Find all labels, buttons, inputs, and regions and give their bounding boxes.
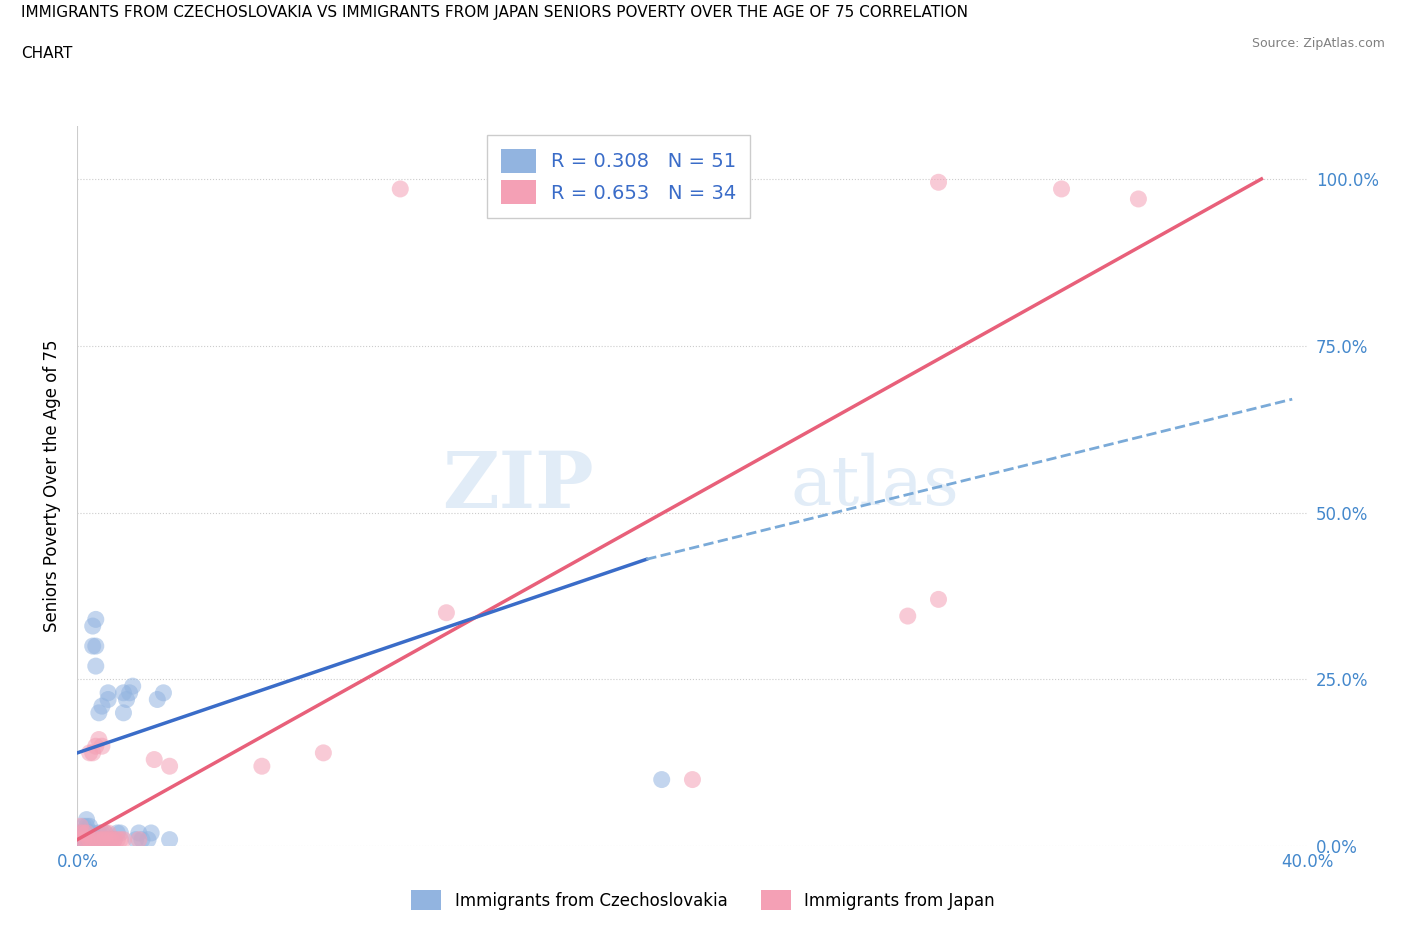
- Point: [82, 618, 104, 633]
- Point: [69, 835, 91, 850]
- Point: [1128, 192, 1150, 206]
- Point: [76, 832, 98, 847]
- Point: [72, 818, 94, 833]
- Point: [928, 591, 950, 606]
- Text: CHART: CHART: [21, 46, 73, 61]
- Point: [76, 835, 98, 850]
- Point: [72, 826, 94, 841]
- Point: [72, 826, 94, 841]
- Point: [110, 826, 132, 841]
- Point: [69, 826, 91, 841]
- Point: [94, 832, 117, 847]
- Point: [69, 829, 91, 844]
- Point: [143, 752, 166, 767]
- Point: [69, 832, 91, 847]
- Point: [97, 826, 120, 841]
- Point: [76, 832, 98, 847]
- Y-axis label: Seniors Poverty Over the Age of 75: Seniors Poverty Over the Age of 75: [44, 339, 62, 632]
- Point: [84, 658, 107, 673]
- Point: [121, 679, 143, 694]
- Text: atlas: atlas: [792, 453, 960, 519]
- Point: [76, 818, 98, 833]
- Point: [436, 605, 458, 620]
- Point: [79, 818, 101, 833]
- Point: [159, 759, 181, 774]
- Point: [128, 826, 150, 841]
- Point: [103, 832, 125, 847]
- Point: [141, 826, 163, 841]
- Point: [79, 746, 101, 761]
- Point: [159, 832, 181, 847]
- Point: [76, 826, 98, 841]
- Point: [97, 832, 120, 847]
- Point: [146, 692, 169, 707]
- Point: [76, 826, 98, 841]
- Point: [112, 832, 135, 847]
- Point: [90, 832, 114, 847]
- Point: [72, 832, 94, 847]
- Point: [897, 608, 920, 623]
- Point: [136, 832, 159, 847]
- Point: [87, 832, 110, 847]
- Text: ZIP: ZIP: [443, 448, 595, 524]
- Point: [100, 832, 122, 847]
- Point: [82, 832, 104, 847]
- Point: [128, 832, 150, 847]
- Point: [84, 832, 107, 847]
- Point: [90, 698, 114, 713]
- Point: [389, 181, 412, 196]
- Point: [87, 732, 110, 747]
- Point: [84, 738, 107, 753]
- Point: [112, 705, 135, 720]
- Point: [131, 832, 153, 847]
- Point: [84, 639, 107, 654]
- Point: [72, 832, 94, 847]
- Point: [79, 832, 101, 847]
- Point: [84, 612, 107, 627]
- Point: [125, 832, 148, 847]
- Point: [110, 832, 132, 847]
- Point: [82, 832, 104, 847]
- Point: [87, 826, 110, 841]
- Text: IMMIGRANTS FROM CZECHOSLOVAKIA VS IMMIGRANTS FROM JAPAN SENIORS POVERTY OVER THE: IMMIGRANTS FROM CZECHOSLOVAKIA VS IMMIGR…: [21, 5, 969, 20]
- Point: [82, 639, 104, 654]
- Point: [90, 738, 114, 753]
- Point: [97, 692, 120, 707]
- Point: [87, 832, 110, 847]
- Point: [90, 832, 114, 847]
- Point: [82, 826, 104, 841]
- Point: [94, 826, 117, 841]
- Point: [69, 818, 91, 833]
- Point: [312, 746, 335, 761]
- Point: [79, 826, 101, 841]
- Point: [69, 826, 91, 841]
- Point: [115, 692, 138, 707]
- Point: [72, 835, 94, 850]
- Point: [928, 175, 950, 190]
- Point: [94, 826, 117, 841]
- Legend: Immigrants from Czechoslovakia, Immigrants from Japan: Immigrants from Czechoslovakia, Immigran…: [405, 884, 1001, 917]
- Point: [90, 826, 114, 841]
- Point: [87, 705, 110, 720]
- Point: [69, 832, 91, 847]
- Point: [112, 685, 135, 700]
- Point: [152, 685, 174, 700]
- Point: [82, 746, 104, 761]
- Point: [105, 832, 128, 847]
- Point: [250, 759, 273, 774]
- Point: [118, 685, 141, 700]
- Point: [1050, 181, 1073, 196]
- Point: [76, 812, 98, 827]
- Point: [94, 832, 117, 847]
- Point: [103, 832, 125, 847]
- Point: [105, 826, 128, 841]
- Point: [100, 832, 122, 847]
- Point: [97, 685, 120, 700]
- Legend: R = 0.308   N = 51, R = 0.653   N = 34: R = 0.308 N = 51, R = 0.653 N = 34: [486, 135, 751, 218]
- Point: [79, 832, 101, 847]
- Text: Source: ZipAtlas.com: Source: ZipAtlas.com: [1251, 37, 1385, 50]
- Point: [651, 772, 673, 787]
- Point: [682, 772, 704, 787]
